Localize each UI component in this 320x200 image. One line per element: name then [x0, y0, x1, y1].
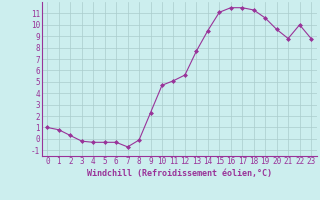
X-axis label: Windchill (Refroidissement éolien,°C): Windchill (Refroidissement éolien,°C): [87, 169, 272, 178]
